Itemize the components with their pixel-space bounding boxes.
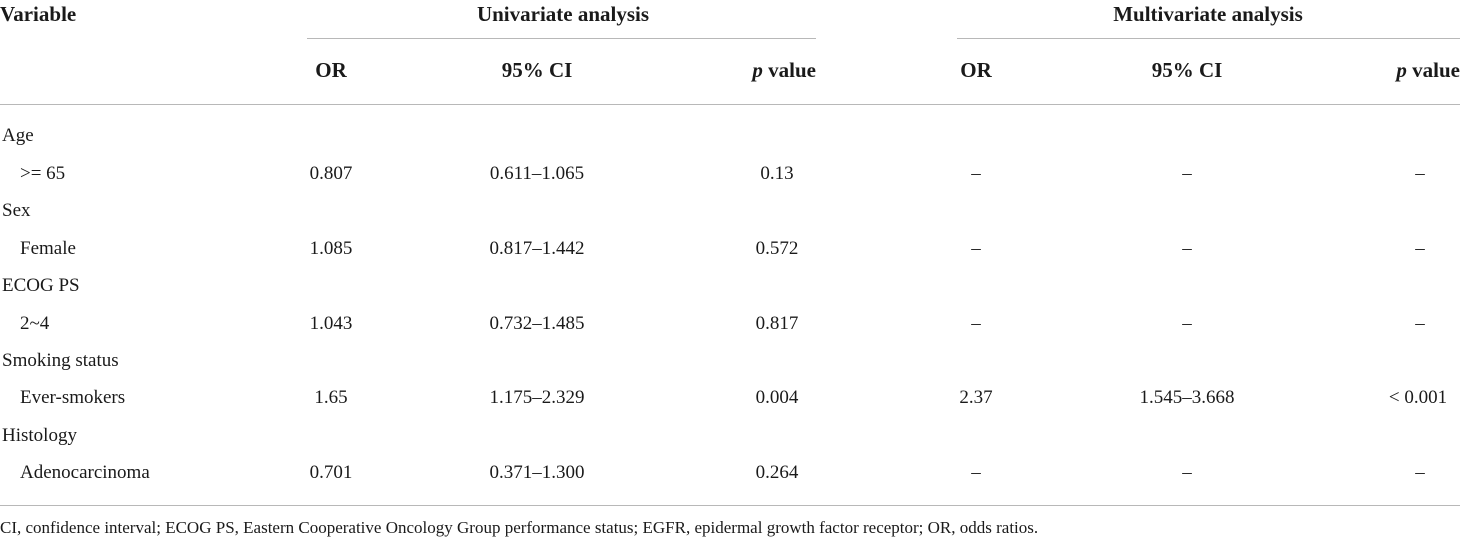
- univariate-underline: [307, 38, 816, 39]
- header-multivariate-p: p value: [1396, 58, 1460, 82]
- row-category: Sex: [2, 200, 31, 221]
- row-univariate-ci: 0.732–1.485: [489, 313, 585, 334]
- header-multivariate-or: OR: [960, 58, 992, 82]
- header-divider: [0, 104, 1460, 105]
- row-univariate-ci: 0.371–1.300: [489, 462, 585, 483]
- row-univariate-p: 0.264: [755, 462, 799, 483]
- row-univariate-or: 1.085: [309, 238, 353, 259]
- row-univariate-p: 0.004: [755, 387, 799, 408]
- row-univariate-ci: 1.175–2.329: [489, 387, 585, 408]
- row-multivariate-or: –: [971, 313, 981, 334]
- row-subcategory: >= 65: [20, 163, 66, 184]
- header-multivariate: Multivariate analysis: [1113, 2, 1303, 26]
- row-multivariate-p: –: [1415, 163, 1425, 184]
- row-multivariate-ci: –: [1182, 313, 1192, 334]
- header-univariate-ci: 95% CI: [501, 58, 573, 82]
- row-univariate-p: 0.13: [760, 163, 794, 184]
- row-category: Smoking status: [2, 350, 119, 371]
- row-univariate-or: 1.043: [309, 313, 353, 334]
- row-multivariate-or: –: [971, 462, 981, 483]
- row-multivariate-or: –: [971, 163, 981, 184]
- row-subcategory: 2~4: [20, 313, 50, 334]
- row-multivariate-p: < 0.001: [1388, 387, 1448, 408]
- row-subcategory: Female: [20, 238, 76, 259]
- row-univariate-or: 0.807: [309, 163, 353, 184]
- row-univariate-ci: 0.611–1.065: [489, 163, 585, 184]
- row-univariate-p: 0.572: [755, 238, 799, 259]
- row-subcategory: Adenocarcinoma: [20, 462, 150, 483]
- table-bottom-rule: [0, 505, 1460, 506]
- row-univariate-or: 0.701: [309, 462, 353, 483]
- row-category: Age: [2, 125, 34, 146]
- row-multivariate-ci: 1.545–3.668: [1139, 387, 1235, 408]
- row-multivariate-p: –: [1415, 238, 1425, 259]
- header-univariate: Univariate analysis: [476, 2, 650, 26]
- header-univariate-or: OR: [315, 58, 347, 82]
- row-category: ECOG PS: [2, 275, 80, 296]
- header-variable: Variable: [0, 2, 77, 26]
- row-multivariate-or: –: [971, 238, 981, 259]
- row-univariate-or: 1.65: [314, 387, 348, 408]
- row-multivariate-ci: –: [1182, 462, 1192, 483]
- row-multivariate-ci: –: [1182, 238, 1192, 259]
- row-subcategory: Ever-smokers: [20, 387, 126, 408]
- row-multivariate-ci: –: [1182, 163, 1192, 184]
- footnote: CI, confidence interval; ECOG PS, Easter…: [0, 518, 1039, 537]
- multivariate-underline: [957, 38, 1460, 39]
- header-multivariate-ci: 95% CI: [1151, 58, 1223, 82]
- row-multivariate-p: –: [1415, 462, 1425, 483]
- row-univariate-ci: 0.817–1.442: [489, 238, 585, 259]
- row-multivariate-or: 2.37: [959, 387, 993, 408]
- header-univariate-p: p value: [752, 58, 816, 82]
- row-multivariate-p: –: [1415, 313, 1425, 334]
- row-category: Histology: [2, 425, 77, 446]
- row-univariate-p: 0.817: [755, 313, 799, 334]
